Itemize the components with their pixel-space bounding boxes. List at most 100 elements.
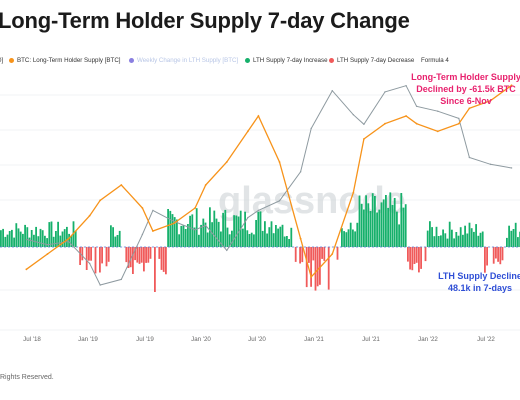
decrease-bar — [308, 247, 310, 263]
increase-bar — [195, 208, 198, 247]
increase-bar — [283, 236, 286, 247]
decrease-bar — [411, 247, 414, 271]
increase-bar — [363, 209, 365, 247]
decrease-bar — [321, 247, 323, 259]
x-tick-label: Jul '19 — [136, 336, 154, 343]
decrease-bar — [99, 247, 101, 273]
decrease-bar — [158, 247, 161, 259]
decrease-bar — [125, 247, 128, 263]
increase-bar — [402, 207, 405, 247]
decrease-bar — [90, 247, 92, 261]
increase-bar — [37, 236, 40, 247]
decrease-bar — [407, 247, 409, 262]
lth-supply-point — [362, 138, 365, 140]
legend-item-3: LTH Supply 7-day Increase — [245, 57, 328, 64]
increase-bar — [0, 230, 2, 247]
price-point — [489, 163, 492, 166]
increase-bar — [360, 203, 363, 247]
lth-supply-point — [415, 122, 418, 125]
legend-label-0: 0] — [0, 57, 4, 64]
increase-bar — [211, 222, 213, 247]
increase-bar — [444, 233, 447, 247]
increase-bar — [248, 234, 251, 247]
increase-bar — [13, 237, 15, 247]
lth-supply-point — [67, 237, 70, 240]
increase-bar — [70, 235, 73, 247]
lth-supply-point — [141, 207, 144, 209]
price-point — [384, 91, 386, 93]
lth-supply-point — [510, 84, 513, 87]
increase-bar — [217, 221, 220, 247]
increase-bar — [391, 204, 394, 247]
chart-title: Long-Term Holder Supply 7-day Change — [0, 8, 410, 33]
increase-bar — [231, 230, 233, 247]
increase-bar — [356, 222, 359, 247]
increase-bar — [272, 233, 275, 247]
increase-bar — [440, 235, 442, 247]
increase-bar — [464, 225, 466, 247]
decrease-bar — [140, 247, 143, 263]
decrease-bar — [409, 247, 411, 270]
legend-swatch-icon — [329, 58, 334, 63]
increase-bar — [17, 228, 20, 247]
increase-bar — [44, 235, 46, 247]
decrease-bar — [147, 247, 150, 263]
x-tick-label: Jan '21 — [304, 336, 324, 343]
price-point — [458, 117, 460, 120]
lth-supply-point — [457, 122, 460, 125]
annotation-lth-decline-0: Long-Term Holder Supply — [411, 72, 520, 82]
increase-bar — [369, 211, 372, 247]
price-point — [141, 233, 144, 236]
price-point — [468, 156, 471, 159]
legend-item-5: Formula 4 — [421, 57, 449, 64]
increase-bar — [286, 236, 288, 247]
increase-bar — [228, 234, 231, 247]
lth-supply-point — [173, 222, 175, 225]
increase-bar — [255, 220, 257, 247]
increase-bar — [453, 238, 455, 247]
increase-bar — [365, 195, 367, 247]
increase-bar — [222, 212, 224, 247]
increase-bar — [55, 231, 57, 247]
increase-bar — [506, 237, 508, 247]
increase-bar — [288, 239, 290, 247]
lth-supply-point — [225, 161, 228, 163]
lth-supply-point — [194, 207, 197, 209]
price-point — [99, 284, 101, 286]
increase-bar — [270, 221, 273, 247]
increase-bar — [429, 221, 431, 247]
increase-bar — [28, 237, 31, 247]
increase-bar — [2, 228, 4, 247]
increase-bar — [233, 215, 235, 247]
increase-bar — [189, 215, 191, 247]
decrease-bar — [132, 247, 134, 274]
increase-bar — [473, 231, 475, 247]
increase-bar — [396, 211, 398, 247]
increase-bar — [8, 231, 11, 247]
decrease-bar — [497, 247, 499, 262]
increase-bar — [349, 222, 352, 247]
annotation-7day-decline-0: LTH Supply Decline — [438, 271, 520, 281]
increase-bar — [209, 207, 211, 247]
increase-bar — [398, 224, 400, 247]
price-point — [88, 262, 91, 265]
increase-bar — [191, 214, 194, 247]
increase-bar — [250, 232, 253, 247]
increase-bar — [198, 234, 200, 247]
decrease-bar — [495, 247, 497, 259]
increase-bar — [112, 227, 114, 247]
increase-bar — [358, 195, 361, 247]
price-point — [25, 238, 28, 241]
lth-supply-point — [246, 130, 249, 133]
decrease-bar — [101, 247, 103, 264]
decrease-bar — [136, 247, 139, 263]
legend-swatch-icon — [245, 58, 250, 63]
price-point — [405, 85, 407, 87]
increase-bar — [74, 231, 77, 247]
increase-bar — [457, 235, 460, 247]
increase-bar — [382, 199, 385, 247]
decrease-bar — [145, 247, 147, 263]
annotation-lth-decline-1: Declined by -61.5k BTC — [416, 84, 516, 94]
decrease-bar — [336, 247, 339, 260]
increase-bar — [387, 207, 389, 247]
